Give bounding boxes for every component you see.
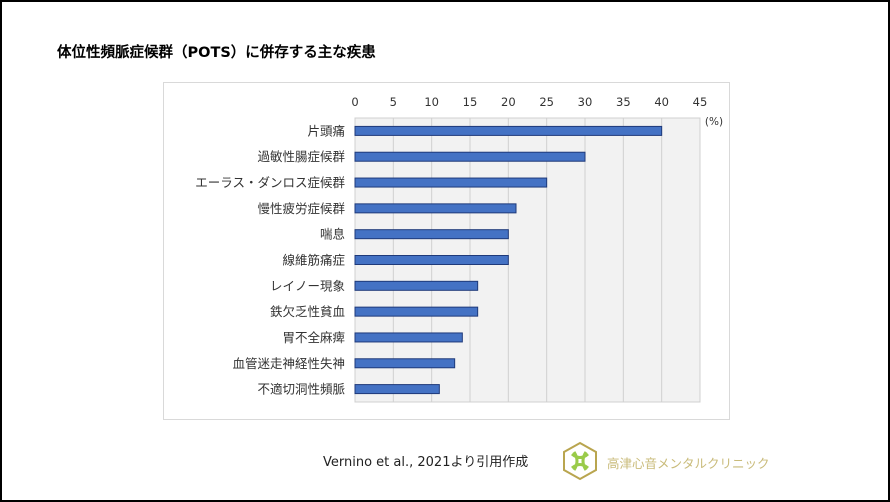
citation: Vernino et al., 2021より引用作成 (323, 455, 529, 470)
x-tick-label: 20 (501, 95, 516, 109)
x-tick-label: 5 (390, 95, 397, 109)
category-label: 不適切洞性頻脈 (257, 382, 345, 397)
x-tick-label: 35 (616, 95, 631, 109)
bar (354, 177, 548, 188)
x-tick-label: 10 (424, 95, 439, 109)
category-label: 片頭痛 (307, 123, 345, 138)
bar (354, 384, 440, 395)
category-label: 胃不全麻痺 (282, 330, 345, 345)
x-tick-label: 0 (351, 95, 358, 109)
unit-label: (%) (705, 116, 723, 128)
chart-title: 体位性頻脈症候群（POTS）に併存する主な疾患 (57, 45, 376, 61)
x-tick-label: 30 (578, 95, 593, 109)
category-label: 線維筋痛症 (282, 253, 345, 268)
x-tick-label: 45 (693, 95, 708, 109)
bar (354, 229, 509, 240)
category-label: 過敏性腸症候群 (257, 149, 345, 164)
bar (354, 151, 586, 162)
bar (354, 255, 509, 265)
bar (354, 280, 479, 291)
bar (354, 306, 479, 317)
category-label: レイノー現象 (270, 278, 345, 293)
bar (354, 203, 517, 214)
bar (354, 125, 663, 136)
category-label: 血管迷走神経性失神 (232, 356, 345, 371)
category-label: エーラス・ダンロス症候群 (195, 175, 345, 190)
category-label: 鉄欠乏性貧血 (270, 304, 345, 319)
bar (354, 332, 463, 343)
category-label: 慢性疲労症候群 (257, 201, 345, 216)
category-label: 喘息 (320, 227, 345, 242)
x-tick-label: 15 (463, 95, 478, 109)
x-tick-label: 40 (654, 95, 669, 109)
clinic-name: 高津心音メンタルクリニック (607, 456, 770, 471)
x-tick-label: 25 (539, 95, 554, 109)
bar (354, 358, 456, 369)
clinic-logo-icon (563, 441, 597, 481)
